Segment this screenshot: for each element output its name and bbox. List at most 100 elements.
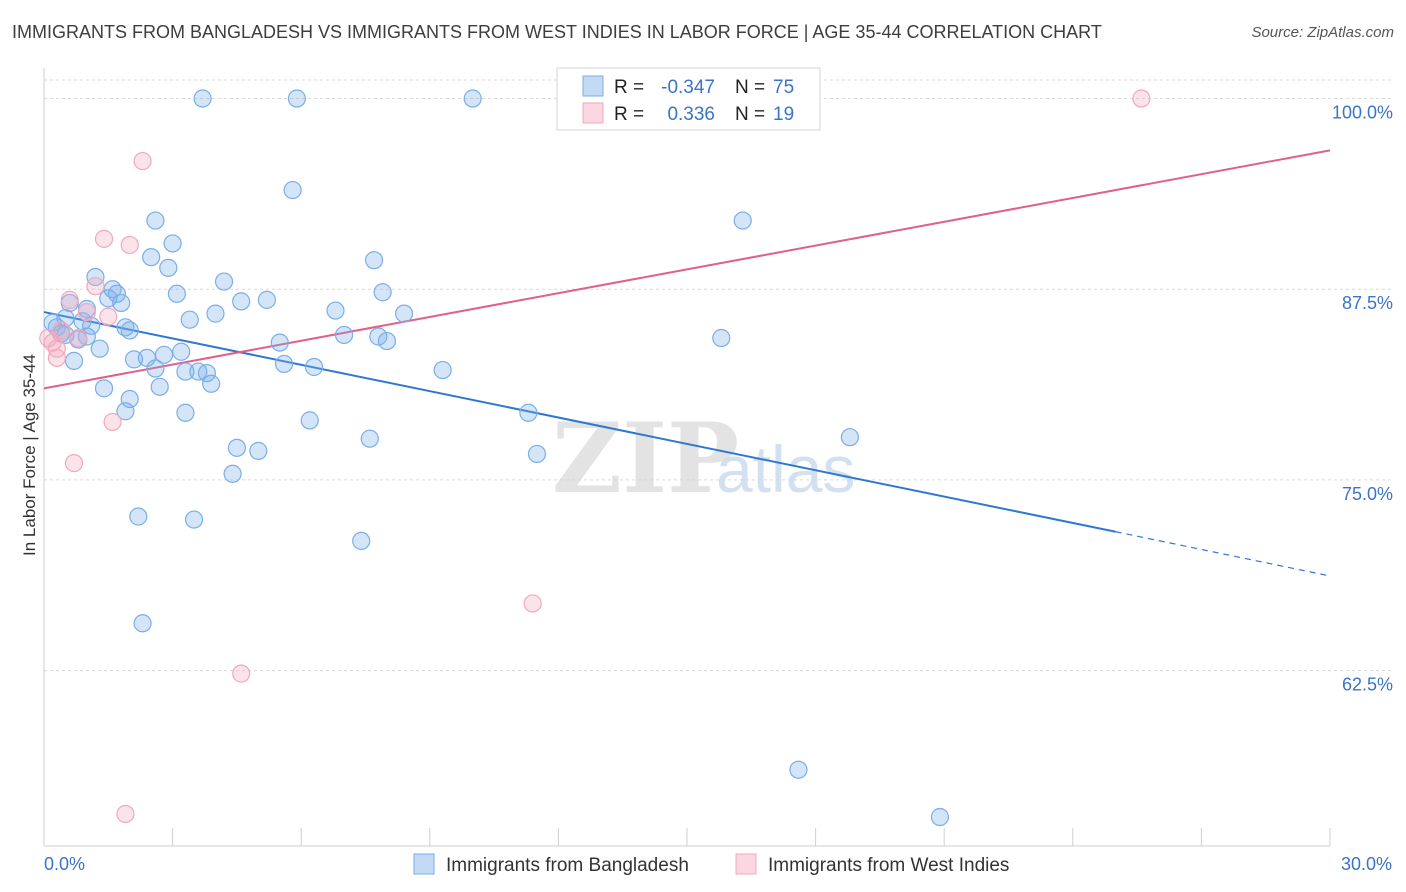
point-bangladesh — [364, 251, 384, 270]
axes — [43, 68, 1331, 847]
gridlines — [44, 79, 1394, 672]
trend-lines — [43, 149, 1331, 577]
point-bangladesh — [223, 464, 242, 483]
point-bangladesh — [394, 304, 414, 323]
point-bangladesh — [274, 354, 294, 374]
point-bangladesh — [300, 411, 319, 430]
series-legend-label-west-indies: Immigrants from West Indies — [768, 855, 1009, 876]
point-bangladesh — [112, 293, 131, 313]
point-bangladesh — [227, 438, 246, 457]
point-west-indies — [47, 339, 66, 358]
x-tick-label: 0.0% — [44, 854, 85, 874]
point-bangladesh — [360, 429, 379, 448]
point-bangladesh — [163, 234, 182, 253]
point-bangladesh — [527, 444, 547, 464]
point-bangladesh — [326, 301, 345, 320]
legend-n-value: 75 — [773, 77, 794, 98]
point-bangladesh — [120, 321, 139, 340]
point-west-indies — [69, 328, 88, 348]
point-bangladesh — [94, 379, 114, 398]
legend-r-value: -0.347 — [661, 77, 715, 98]
legend-box — [556, 67, 821, 131]
point-bangladesh — [232, 292, 251, 311]
point-bangladesh — [133, 614, 152, 633]
legend-n-label: N = — [735, 104, 765, 125]
y-tick-label: 100.0% — [1332, 103, 1393, 123]
point-bangladesh — [257, 290, 277, 309]
point-west-indies — [52, 321, 71, 340]
point-west-indies — [86, 277, 105, 296]
point-west-indies — [47, 348, 66, 367]
point-bangladesh — [214, 272, 234, 291]
point-bangladesh — [107, 284, 126, 303]
point-bangladesh — [433, 360, 452, 380]
point-west-indies — [77, 302, 96, 322]
point-bangladesh — [283, 180, 302, 200]
chart-title: IMMIGRANTS FROM BANGLADESH VS IMMIGRANTS… — [12, 22, 1102, 42]
point-bangladesh — [176, 362, 195, 381]
point-bangladesh — [193, 89, 212, 108]
point-bangladesh — [159, 258, 178, 277]
point-bangladesh — [86, 267, 105, 287]
x-tick-label: 30.0% — [1341, 854, 1392, 874]
point-bangladesh — [249, 441, 268, 460]
legend-r-label: R = — [614, 104, 644, 125]
point-bangladesh — [463, 89, 482, 108]
series-legend-label-bangladesh: Immigrants from Bangladesh — [446, 855, 689, 876]
legend-n-label: N = — [735, 77, 765, 98]
trend-line-west-indies — [43, 149, 1331, 390]
point-bangladesh — [146, 211, 165, 230]
trend-line-bangladesh-extension — [1115, 531, 1331, 577]
legend-swatch-west-indies — [582, 102, 604, 124]
tick-labels: 62.5% 75.0% 87.5% 100.0% 0.0% 30.0% — [44, 103, 1393, 874]
point-bangladesh — [180, 310, 199, 329]
point-bangladesh — [90, 339, 109, 358]
legend-r-label: R = — [614, 77, 644, 98]
y-tick-label: 62.5% — [1342, 675, 1393, 695]
point-bangladesh — [150, 377, 169, 396]
point-bangladesh — [373, 283, 392, 302]
point-bangladesh — [146, 359, 165, 378]
point-bangladesh — [519, 403, 538, 422]
point-west-indies — [523, 594, 542, 613]
point-bangladesh — [369, 327, 388, 346]
point-bangladesh — [172, 342, 191, 361]
point-bangladesh — [377, 331, 397, 351]
point-bangladesh — [334, 325, 354, 345]
series-legend: Immigrants from Bangladesh Immigrants fro… — [413, 853, 1009, 876]
point-bangladesh — [129, 507, 148, 526]
series-legend-swatch-west-indies — [735, 853, 757, 875]
point-bangladesh — [167, 284, 186, 303]
y-tick-label: 87.5% — [1342, 293, 1393, 313]
series-legend-swatch-bangladesh — [413, 853, 435, 875]
point-west-indies — [99, 307, 118, 326]
legend-r-value: 0.336 — [667, 104, 715, 125]
point-bangladesh — [202, 374, 221, 393]
point-bangladesh — [930, 807, 950, 827]
point-bangladesh — [142, 248, 161, 267]
chart-source: Source: ZipAtlas.com — [1251, 24, 1394, 41]
point-west-indies — [94, 229, 114, 248]
watermark-zip: ZIP — [552, 402, 739, 515]
point-bangladesh — [184, 510, 204, 529]
point-west-indies — [103, 412, 122, 432]
legend-n-value: 19 — [773, 104, 794, 125]
point-bangladesh — [206, 304, 225, 323]
point-bangladesh — [120, 389, 139, 409]
point-bangladesh — [82, 316, 101, 335]
point-bangladesh — [287, 89, 307, 108]
point-bangladesh — [304, 357, 324, 377]
point-bangladesh — [176, 403, 195, 422]
point-west-indies — [133, 151, 152, 171]
point-west-indies — [120, 235, 139, 255]
point-bangladesh — [733, 211, 752, 230]
watermark-atlas: atlas — [716, 432, 855, 506]
point-bangladesh — [154, 345, 174, 364]
point-bangladesh — [840, 428, 859, 447]
point-bangladesh — [270, 333, 289, 352]
point-bangladesh — [197, 363, 216, 383]
point-west-indies — [232, 664, 251, 683]
data-points — [39, 89, 1151, 827]
